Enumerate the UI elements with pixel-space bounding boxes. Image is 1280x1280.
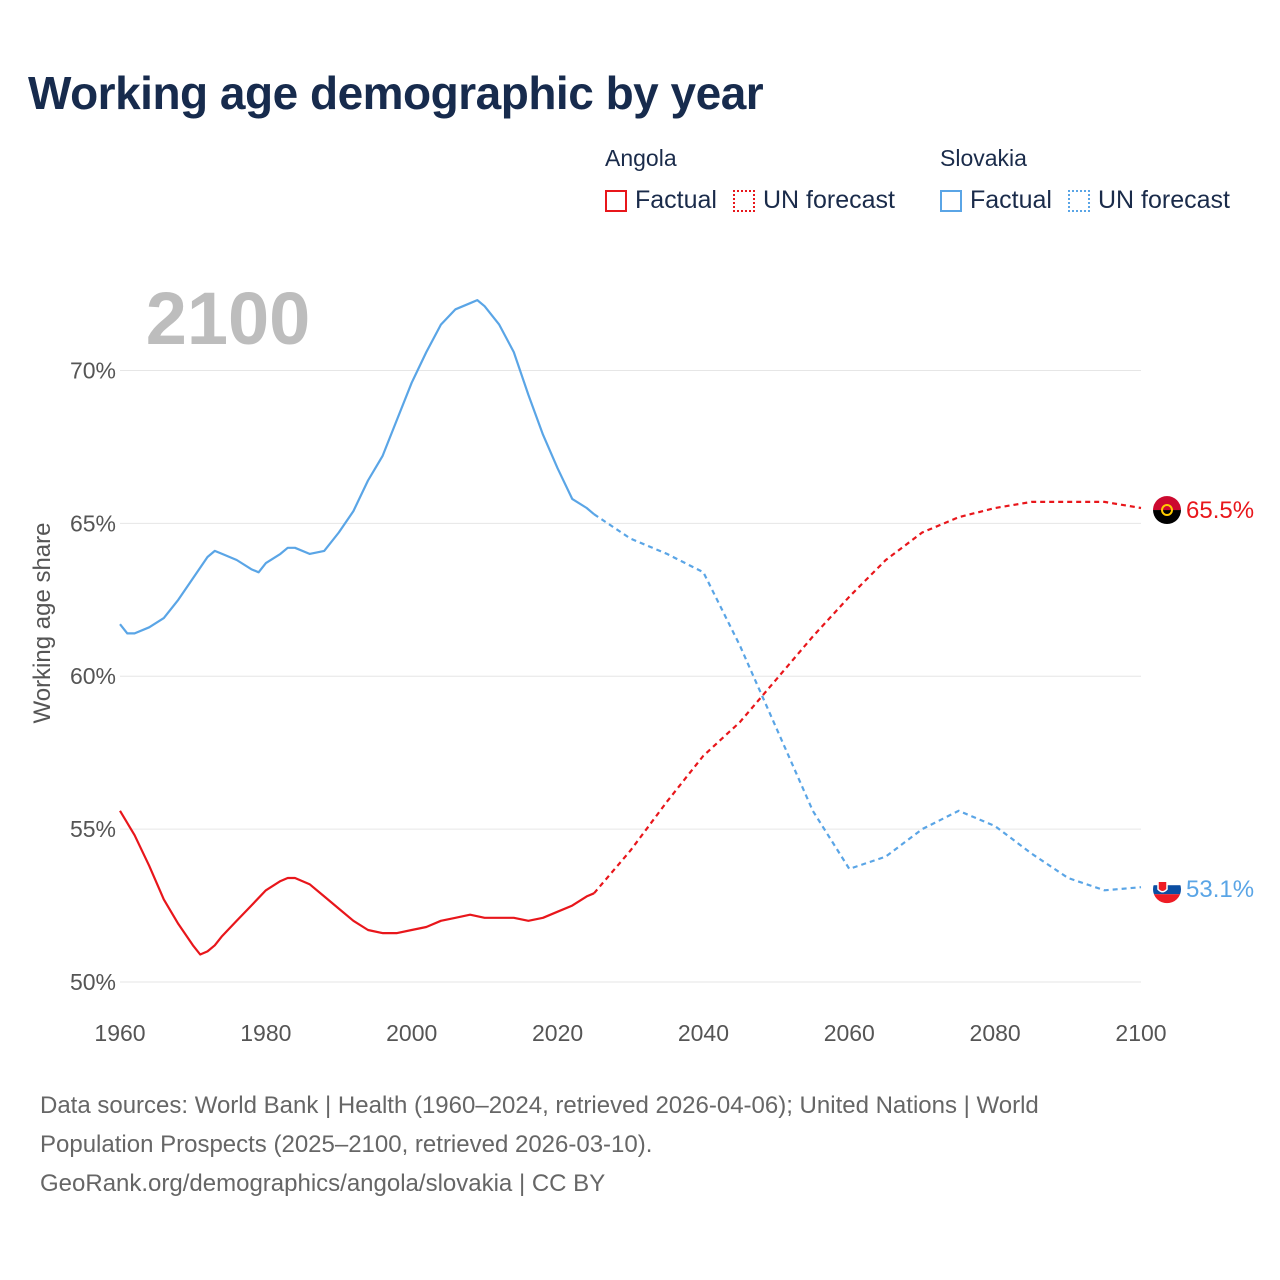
y-tick-label: 70% (70, 357, 116, 383)
y-tick-label: 50% (70, 969, 116, 995)
x-tick-label: 2060 (824, 1020, 875, 1046)
slovakia-factual-line[interactable] (119, 299, 595, 635)
sources-line-2: Population Prospects (2025–2100, retriev… (40, 1131, 653, 1158)
dotted-line-swatch-icon (1067, 189, 1090, 212)
sources-line-1: Data sources: World Bank | Health (1960–… (40, 1092, 1039, 1119)
y-tick-label: 65% (70, 510, 116, 536)
legend-angola-forecast[interactable]: UN forecast (732, 186, 895, 215)
solid-line-swatch-icon (940, 189, 962, 212)
year-watermark: 2100 (146, 277, 311, 360)
legend-slovakia-forecast-label: UN forecast (1097, 186, 1230, 214)
slovakia-forecast-line[interactable] (593, 513, 1142, 892)
legend-slovakia-factual-label: Factual (970, 186, 1052, 214)
angola-flag-icon (1153, 496, 1181, 525)
series-lines (119, 299, 1142, 956)
data-sources: Data sources: World Bank | Health (1960–… (40, 1086, 1160, 1203)
chart-title: Working age demographic by year (28, 67, 764, 119)
x-tick-label: 2100 (1115, 1020, 1166, 1046)
legend-slovakia-country: Slovakia (940, 145, 1027, 171)
x-tick-label: 1980 (240, 1020, 291, 1046)
y-axis-ticks: 50% 55% 60% 65% 70% (70, 357, 116, 995)
angola-factual-line[interactable] (119, 810, 595, 956)
legend-angola-factual[interactable]: Factual (605, 186, 717, 215)
end-markers: 65.5% 53.1% (1153, 496, 1254, 904)
line-chart: 2100 Working age share 50% 55% 60% 65% 70% 1… (29, 277, 1254, 1046)
legend-angola-factual-label: Factual (635, 186, 717, 214)
sources-link[interactable]: GeoRank.org/demographics/angola/slovakia… (40, 1170, 606, 1197)
gridlines (120, 369, 1141, 983)
solid-line-swatch-icon (605, 189, 627, 212)
legend-slovakia: Slovakia Factual UN forecast (940, 145, 1246, 215)
x-tick-label: 2020 (532, 1020, 583, 1046)
angola-end-value-label: 65.5% (1186, 497, 1254, 524)
angola-forecast-line[interactable] (593, 500, 1142, 895)
legend-angola-country: Angola (605, 145, 677, 171)
legend-angola-forecast-label: UN forecast (762, 186, 895, 214)
legend-slovakia-forecast[interactable]: UN forecast (1067, 186, 1230, 215)
y-axis-label: Working age share (29, 523, 56, 724)
x-tick-label: 2040 (678, 1020, 729, 1046)
x-tick-label: 2000 (386, 1020, 437, 1046)
slovakia-flag-icon (1153, 875, 1181, 904)
slovakia-end-value-label: 53.1% (1186, 876, 1254, 903)
legend-angola: Angola Factual UN forecast (605, 145, 911, 215)
x-tick-label: 2080 (970, 1020, 1021, 1046)
x-tick-label: 1960 (94, 1020, 145, 1046)
legend-slovakia-factual[interactable]: Factual (940, 186, 1052, 215)
y-tick-label: 55% (70, 816, 116, 842)
y-tick-label: 60% (70, 663, 116, 689)
dotted-line-swatch-icon (732, 189, 755, 212)
x-axis-ticks: 1960 1980 2000 2020 2040 2060 2080 2100 (94, 1020, 1166, 1046)
